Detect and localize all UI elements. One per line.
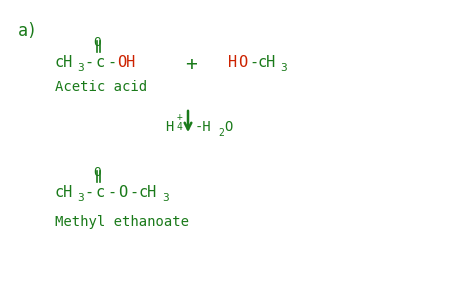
- Text: H: H: [165, 120, 173, 134]
- Text: c: c: [96, 185, 105, 200]
- Text: 3: 3: [77, 193, 84, 203]
- Text: cH: cH: [258, 55, 276, 70]
- Text: +: +: [185, 55, 197, 74]
- Text: O: O: [224, 120, 232, 134]
- Text: -: -: [129, 185, 138, 200]
- Text: -: -: [107, 185, 116, 200]
- Text: O: O: [93, 36, 100, 49]
- Text: cH: cH: [55, 55, 73, 70]
- Text: -: -: [84, 55, 93, 70]
- Text: +: +: [177, 112, 183, 122]
- Text: O: O: [93, 166, 100, 179]
- Text: 2: 2: [218, 128, 224, 138]
- Text: c: c: [96, 55, 105, 70]
- Text: O: O: [118, 185, 127, 200]
- Text: OH: OH: [117, 55, 135, 70]
- Text: H: H: [228, 55, 237, 70]
- Text: Acetic acid: Acetic acid: [55, 80, 147, 94]
- Text: -: -: [107, 55, 116, 70]
- Text: -H: -H: [195, 120, 212, 134]
- Text: cH: cH: [55, 185, 73, 200]
- Text: -: -: [84, 185, 93, 200]
- Text: 3: 3: [77, 63, 84, 73]
- Text: 4: 4: [177, 122, 183, 132]
- Text: O: O: [238, 55, 247, 70]
- Text: cH: cH: [139, 185, 157, 200]
- Text: a): a): [18, 22, 38, 40]
- Text: 3: 3: [280, 63, 287, 73]
- Text: Methyl ethanoate: Methyl ethanoate: [55, 215, 189, 229]
- Text: -: -: [249, 55, 258, 70]
- Text: 3: 3: [162, 193, 169, 203]
